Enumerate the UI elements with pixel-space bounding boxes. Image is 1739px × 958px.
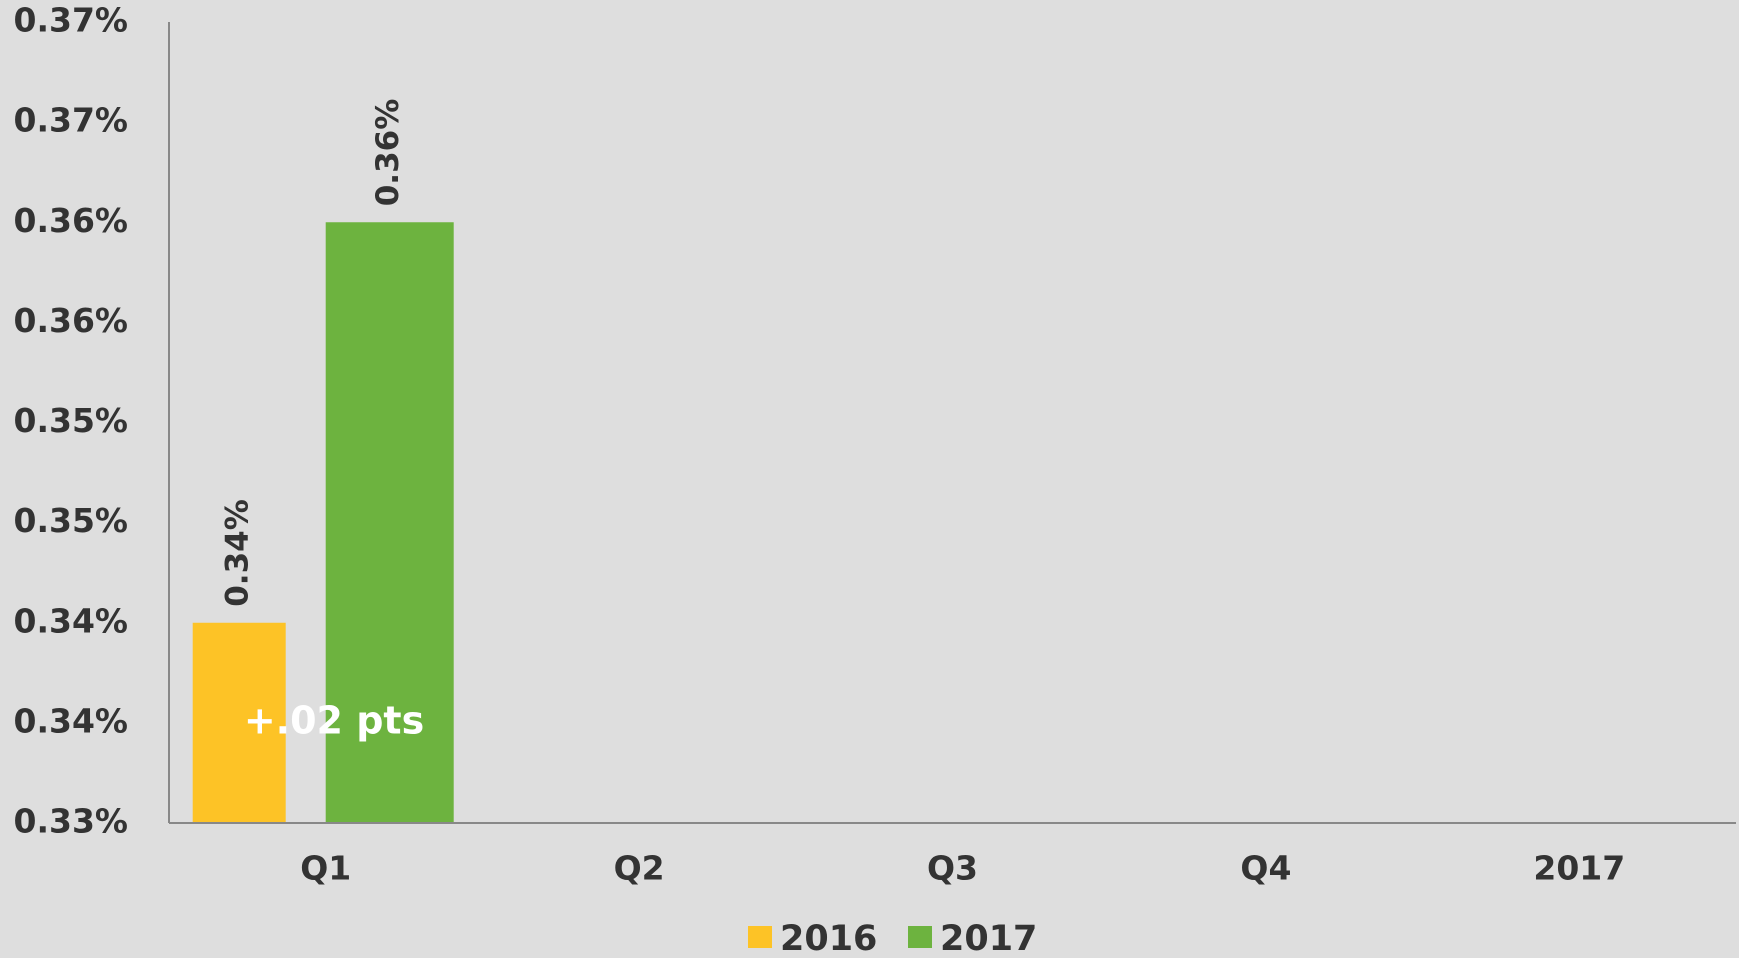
x-tick-label: 2017	[1533, 849, 1625, 888]
y-tick-label: 0.37%	[14, 101, 129, 140]
bar	[192, 622, 286, 823]
y-tick-label: 0.37%	[14, 1, 129, 40]
legend-label: 2016	[780, 919, 877, 958]
x-tick-label: Q1	[300, 849, 351, 888]
legend-label: 2017	[940, 919, 1037, 958]
bar	[325, 222, 454, 823]
y-tick-label: 0.34%	[14, 601, 129, 640]
x-tick-label: Q4	[1240, 849, 1291, 888]
legend-swatch	[908, 926, 932, 948]
y-tick-label: 0.34%	[14, 701, 129, 740]
legend-swatch	[748, 926, 772, 948]
value-label: 0.34%	[220, 499, 256, 607]
x-tick-label: Q2	[614, 849, 665, 888]
y-tick-label: 0.33%	[14, 802, 129, 841]
value-label: 0.36%	[370, 99, 406, 207]
annotation: +.02 pts	[244, 699, 424, 743]
y-tick-label: 0.35%	[14, 501, 129, 540]
y-tick-label: 0.36%	[14, 201, 129, 240]
y-tick-label: 0.36%	[14, 301, 129, 340]
y-tick-label: 0.35%	[14, 401, 129, 440]
x-tick-label: Q3	[927, 849, 978, 888]
